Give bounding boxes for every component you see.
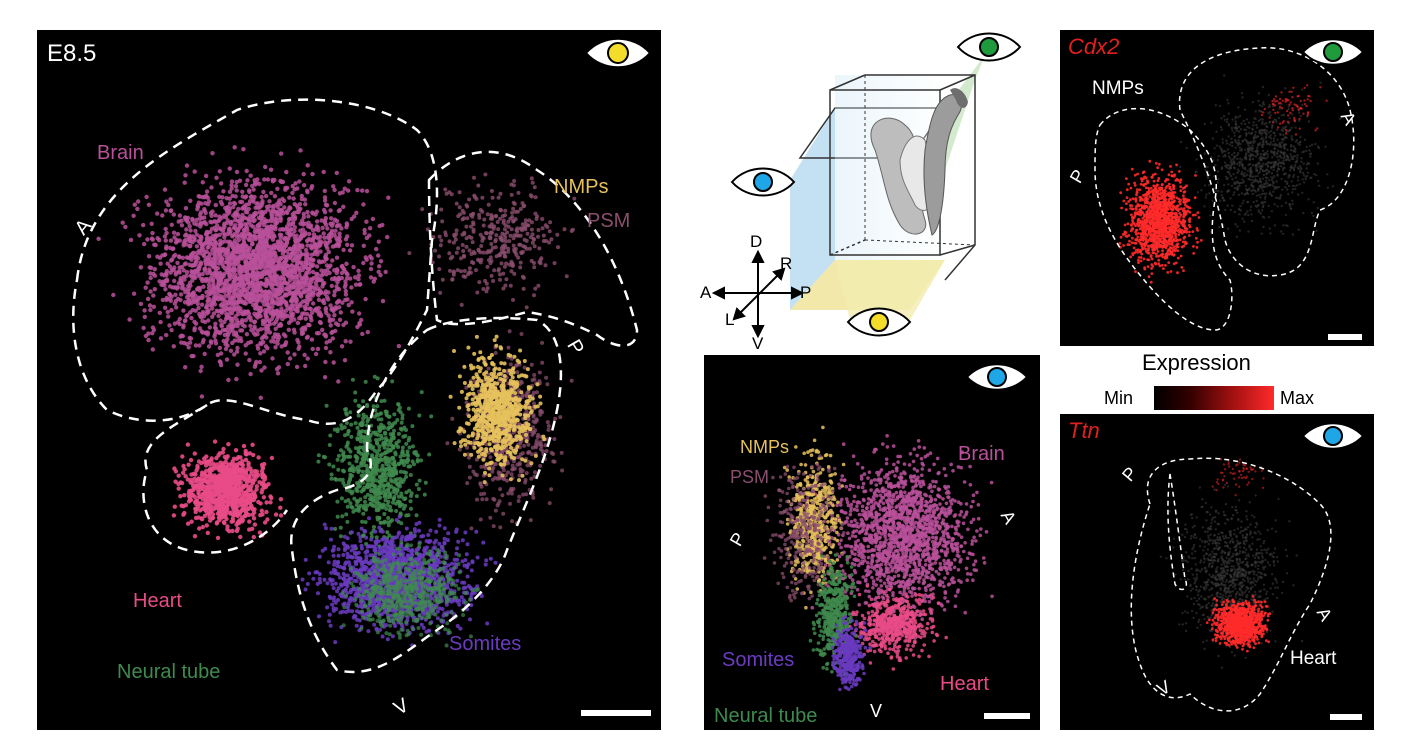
label-brain: Brain bbox=[97, 142, 144, 164]
axis-a: A bbox=[700, 283, 712, 302]
stage-label: E8.5 bbox=[47, 40, 97, 67]
eye-yellow-icon bbox=[846, 307, 912, 337]
side-axis-v: V bbox=[870, 701, 883, 721]
label-neural-tube: Neural tube bbox=[117, 661, 221, 683]
label-heart: Heart bbox=[133, 590, 182, 612]
ttn-panel: Ttn Heart P A V bbox=[1060, 414, 1374, 730]
cdx2-outline bbox=[1094, 47, 1355, 331]
cdx2-expression-plot bbox=[1118, 74, 1342, 284]
side-label-psm: PSM bbox=[730, 467, 770, 487]
side-label-heart: Heart bbox=[940, 673, 989, 695]
ttn-outline bbox=[1130, 457, 1332, 712]
schematic-panel: D R A P L V bbox=[700, 30, 1040, 360]
axis-v: V bbox=[752, 334, 764, 353]
axis-r: R bbox=[780, 254, 793, 273]
side-scatter-panel: NMPs PSM Brain Somites Heart Neural tube… bbox=[704, 355, 1040, 730]
scale-bar bbox=[1330, 714, 1362, 720]
axis-p: P bbox=[800, 283, 812, 302]
side-label-neural-tube: Neural tube bbox=[714, 705, 818, 727]
scale-bar bbox=[1328, 334, 1362, 340]
axis-l: L bbox=[725, 310, 735, 329]
legend-title: Expression bbox=[1142, 350, 1251, 375]
side-scatter-plot bbox=[762, 425, 994, 692]
legend-min: Min bbox=[1104, 388, 1134, 408]
scale-bar bbox=[984, 713, 1030, 719]
expression-legend: Expression Min Max bbox=[1100, 350, 1340, 410]
cdx2-gene-label: Cdx2 bbox=[1068, 34, 1120, 59]
axis-d: D bbox=[750, 232, 763, 251]
cdx2-panel: Cdx2 NMPs P A bbox=[1060, 30, 1374, 346]
main-scatter-panel: E8.5 Brain NMPs PSM Heart Neural tube So… bbox=[37, 30, 661, 730]
ttn-expression-plot bbox=[1159, 458, 1304, 669]
label-somites: Somites bbox=[449, 633, 522, 655]
main-outlines bbox=[72, 98, 639, 674]
cdx2-nmps-label: NMPs bbox=[1092, 78, 1144, 99]
axes-compass-icon bbox=[711, 249, 805, 339]
side-label-nmps: NMPs bbox=[740, 437, 789, 457]
ttn-gene-label: Ttn bbox=[1068, 418, 1100, 443]
label-psm: PSM bbox=[587, 210, 631, 232]
eye-green-icon bbox=[956, 32, 1022, 62]
label-nmps: NMPs bbox=[554, 176, 609, 198]
scale-bar bbox=[581, 710, 651, 716]
side-label-somites: Somites bbox=[722, 649, 795, 671]
embryo-box-icon bbox=[711, 32, 1022, 339]
ttn-heart-label: Heart bbox=[1290, 648, 1337, 669]
main-scatter-plot bbox=[96, 145, 577, 648]
side-label-brain: Brain bbox=[958, 443, 1005, 465]
legend-max: Max bbox=[1280, 388, 1315, 408]
eye-blue-icon bbox=[730, 167, 796, 197]
legend-colorbar bbox=[1154, 386, 1274, 410]
